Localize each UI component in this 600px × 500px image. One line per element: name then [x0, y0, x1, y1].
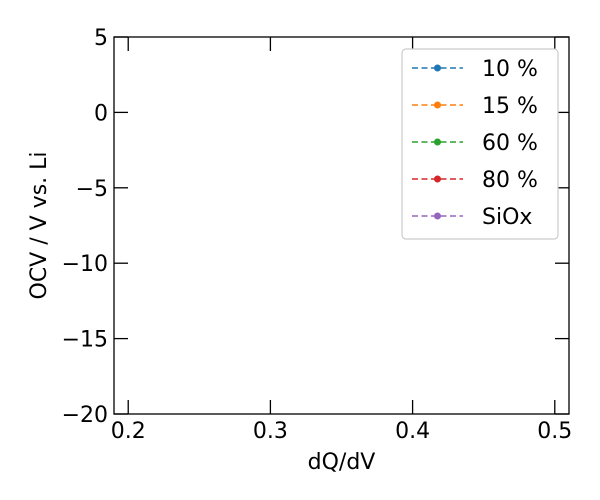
legend-marker: [434, 138, 441, 146]
x-axis: 0.2 0.3 0.4 0.5: [111, 37, 572, 444]
x-axis-label: dQ/dV: [308, 450, 376, 475]
x-tick-label: 0.4: [395, 419, 430, 444]
legend-label: 15 %: [482, 94, 538, 119]
legend-label: 80 %: [482, 168, 538, 193]
legend-marker: [434, 212, 441, 220]
legend-marker: [434, 101, 441, 109]
legend-frame: [401, 48, 559, 240]
y-tick-label: −20: [62, 403, 108, 428]
legend-marker: [434, 175, 441, 183]
y-tick-label: 5: [94, 26, 108, 51]
legend-label: SiOx: [482, 205, 532, 230]
y-axis: 5 0 −5 −10 −15 −20: [62, 26, 569, 428]
y-tick-label: 0: [94, 101, 108, 126]
legend-label: 60 %: [482, 131, 538, 156]
x-tick-label: 0.3: [253, 419, 288, 444]
y-tick-label: −15: [62, 328, 108, 353]
legend-label: 10 %: [482, 57, 538, 82]
y-tick-label: −10: [62, 252, 108, 277]
x-tick-label: 0.5: [537, 419, 572, 444]
x-tick-label: 0.2: [111, 419, 146, 444]
y-axis-label: OCV / V vs. Li: [27, 151, 52, 299]
y-tick-label: −5: [76, 177, 108, 202]
legend: 10 % 15 % 60 % 80 % SiOx: [401, 48, 559, 240]
legend-marker: [434, 64, 441, 72]
